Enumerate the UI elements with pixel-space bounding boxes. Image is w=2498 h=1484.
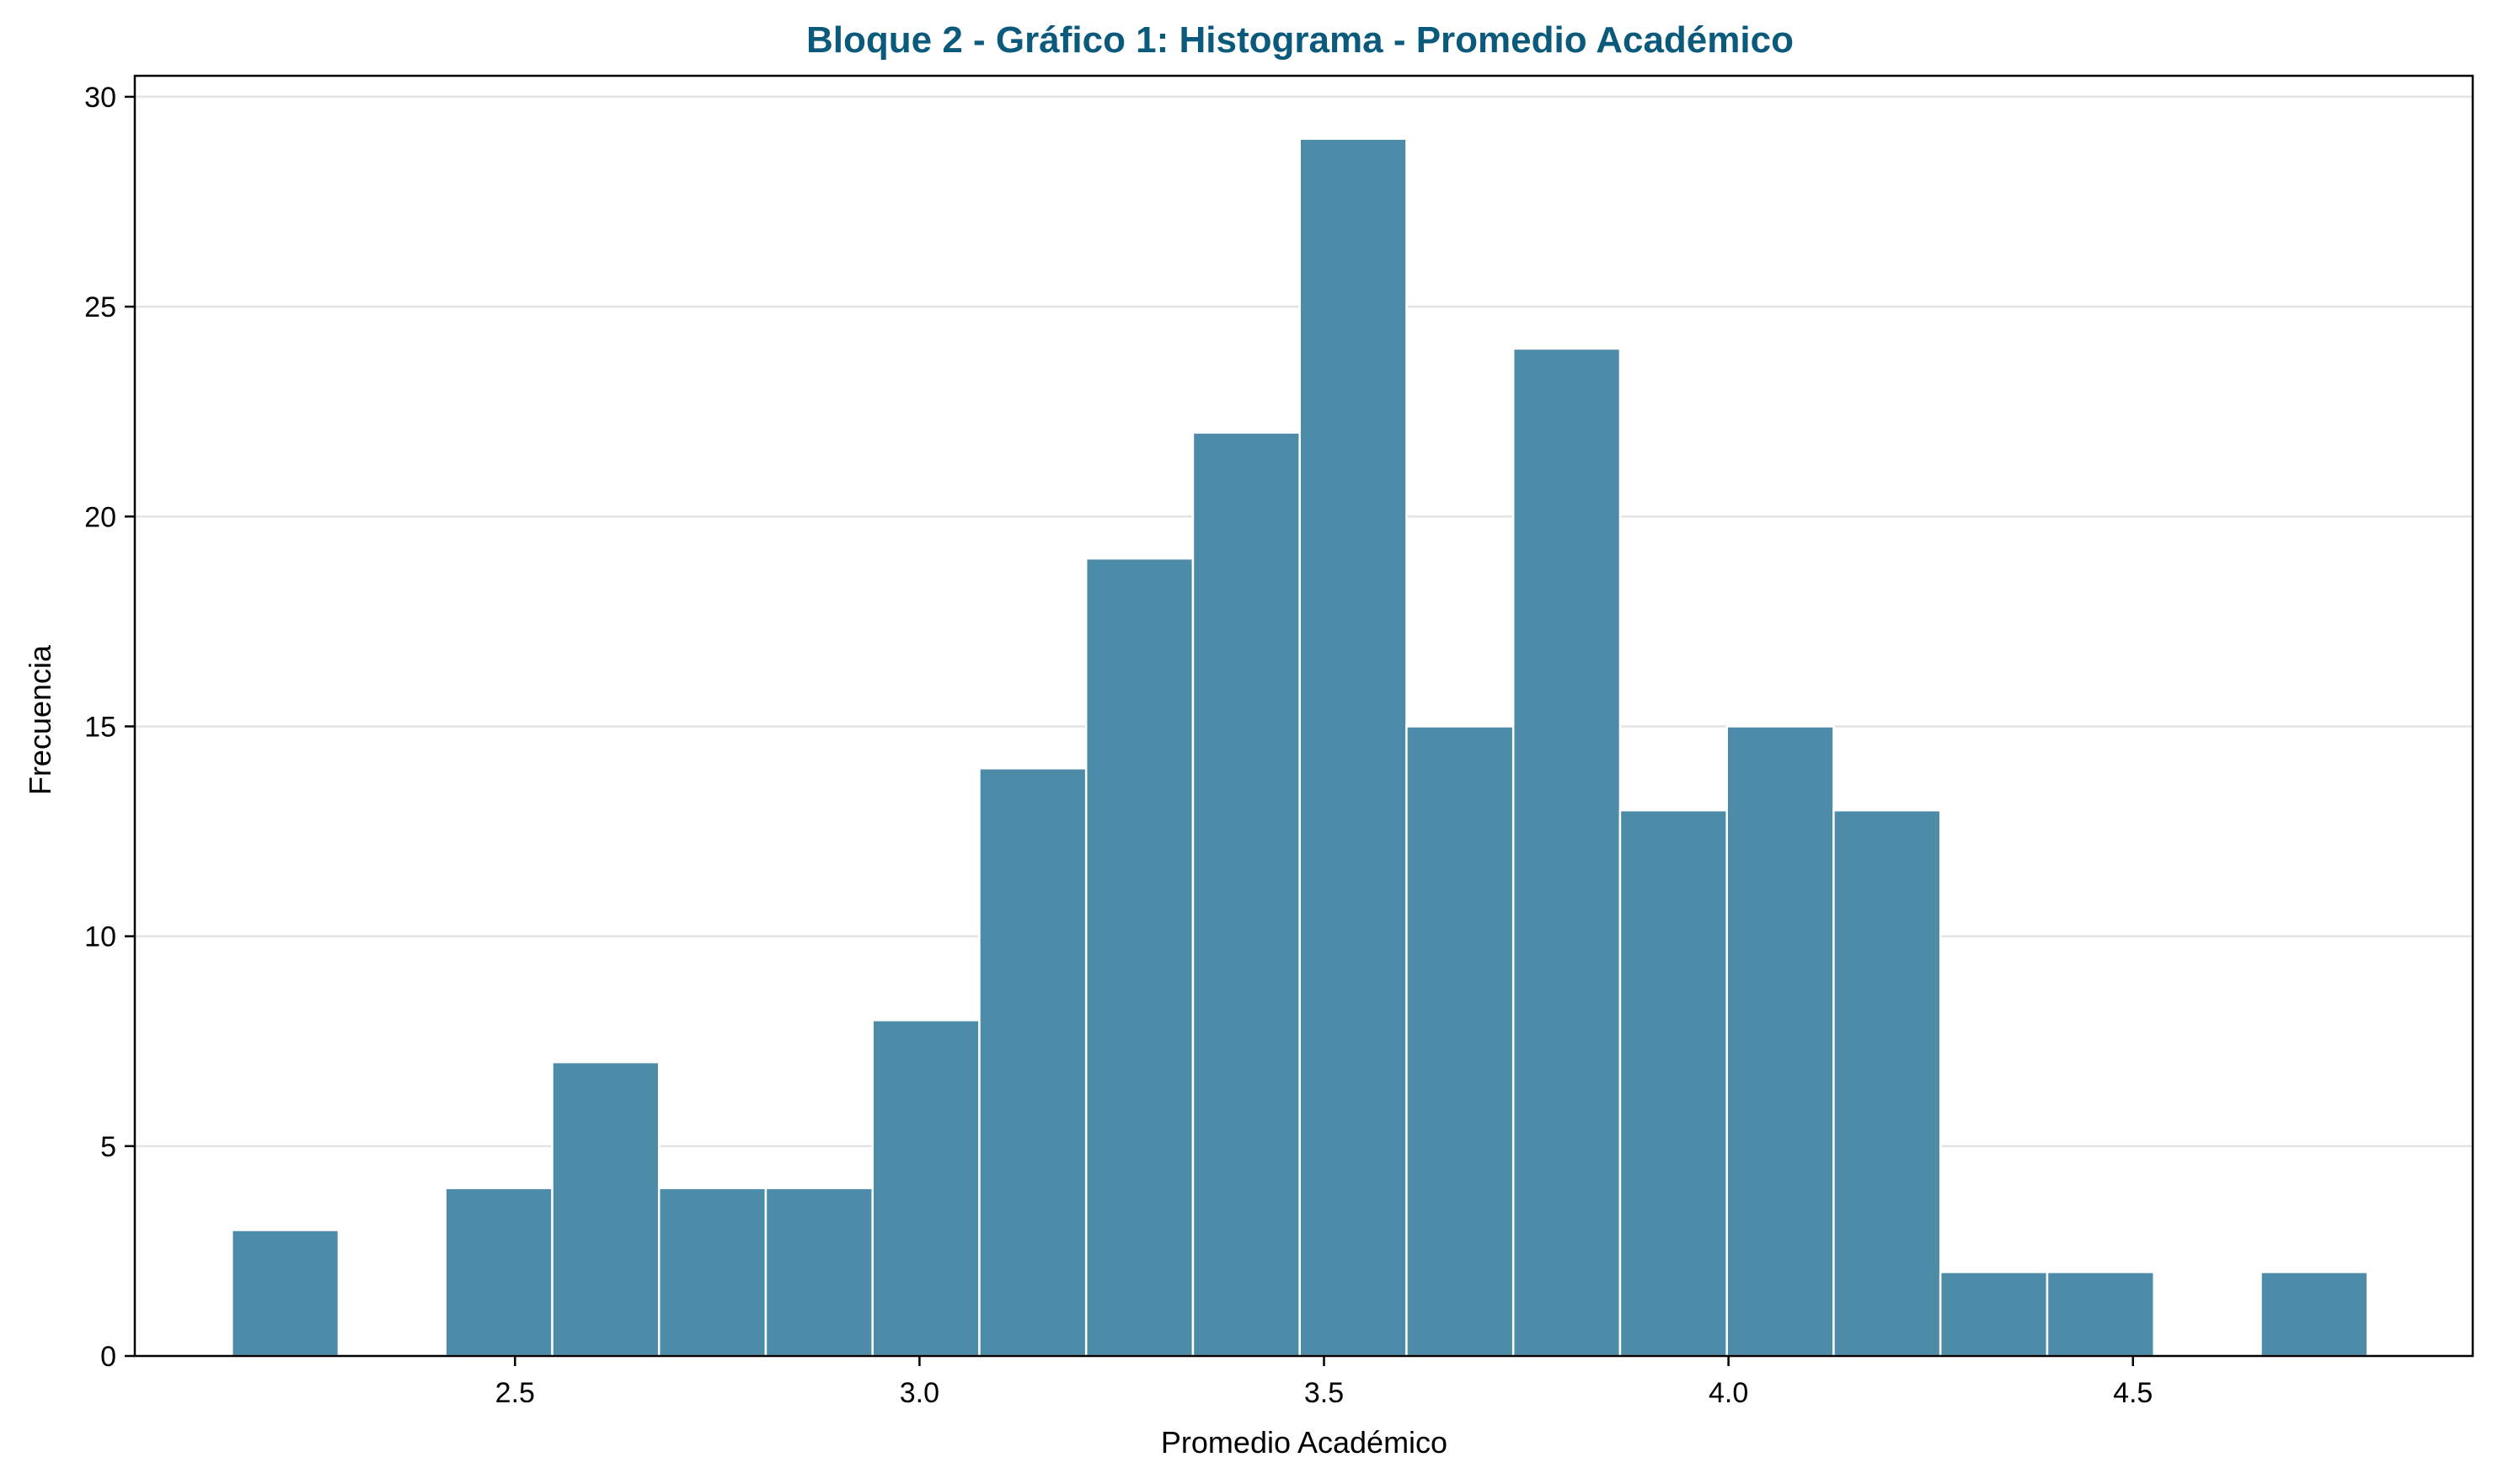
histogram-bar	[1191, 431, 1301, 1358]
x-tick-label: 3.0	[900, 1377, 939, 1409]
histogram-bar	[1618, 809, 1728, 1358]
histogram-bar	[2046, 1271, 2155, 1358]
histogram-bar	[657, 1187, 768, 1358]
y-tick-label: 0	[100, 1341, 116, 1373]
histogram-bar	[1511, 347, 1622, 1358]
histogram-bar	[871, 1019, 981, 1358]
histogram-bar	[2260, 1271, 2369, 1358]
y-tick-label: 20	[84, 501, 116, 533]
histogram-bar	[1405, 725, 1515, 1358]
histogram-bar	[978, 767, 1088, 1358]
y-tick-label: 25	[84, 291, 116, 323]
x-tick-label: 4.5	[2113, 1377, 2153, 1409]
histogram-bar	[1832, 809, 1942, 1358]
chart-title: Bloque 2 - Gráfico 1: Histograma - Prome…	[806, 19, 1794, 61]
y-axis-ticks: 0 5 10 15 20 25 30	[84, 82, 135, 1373]
y-tick-label: 5	[100, 1131, 116, 1163]
x-axis-ticks: 2.5 3.0 3.5 4.0 4.5	[495, 1356, 2153, 1409]
histogram-bar	[551, 1060, 661, 1358]
histogram-bars	[230, 137, 2369, 1358]
x-tick-label: 3.5	[1304, 1377, 1344, 1409]
y-tick-label: 15	[84, 711, 116, 743]
y-axis-label: Frecuencia	[23, 644, 57, 795]
plot-frame	[133, 74, 2474, 1358]
histogram-bar	[1939, 1271, 2049, 1358]
histogram-bar	[1298, 137, 1408, 1358]
histogram-bar	[1725, 725, 1835, 1358]
histogram-bar	[444, 1187, 554, 1358]
histogram-bar	[230, 1229, 340, 1358]
y-tick-label: 30	[84, 82, 116, 114]
histogram-bar	[764, 1187, 874, 1358]
histogram-bar	[1084, 557, 1195, 1358]
x-tick-label: 4.0	[1709, 1377, 1748, 1409]
y-tick-label: 10	[84, 921, 116, 953]
x-tick-label: 2.5	[495, 1377, 535, 1409]
x-axis-label: Promedio Académico	[1161, 1425, 1447, 1460]
